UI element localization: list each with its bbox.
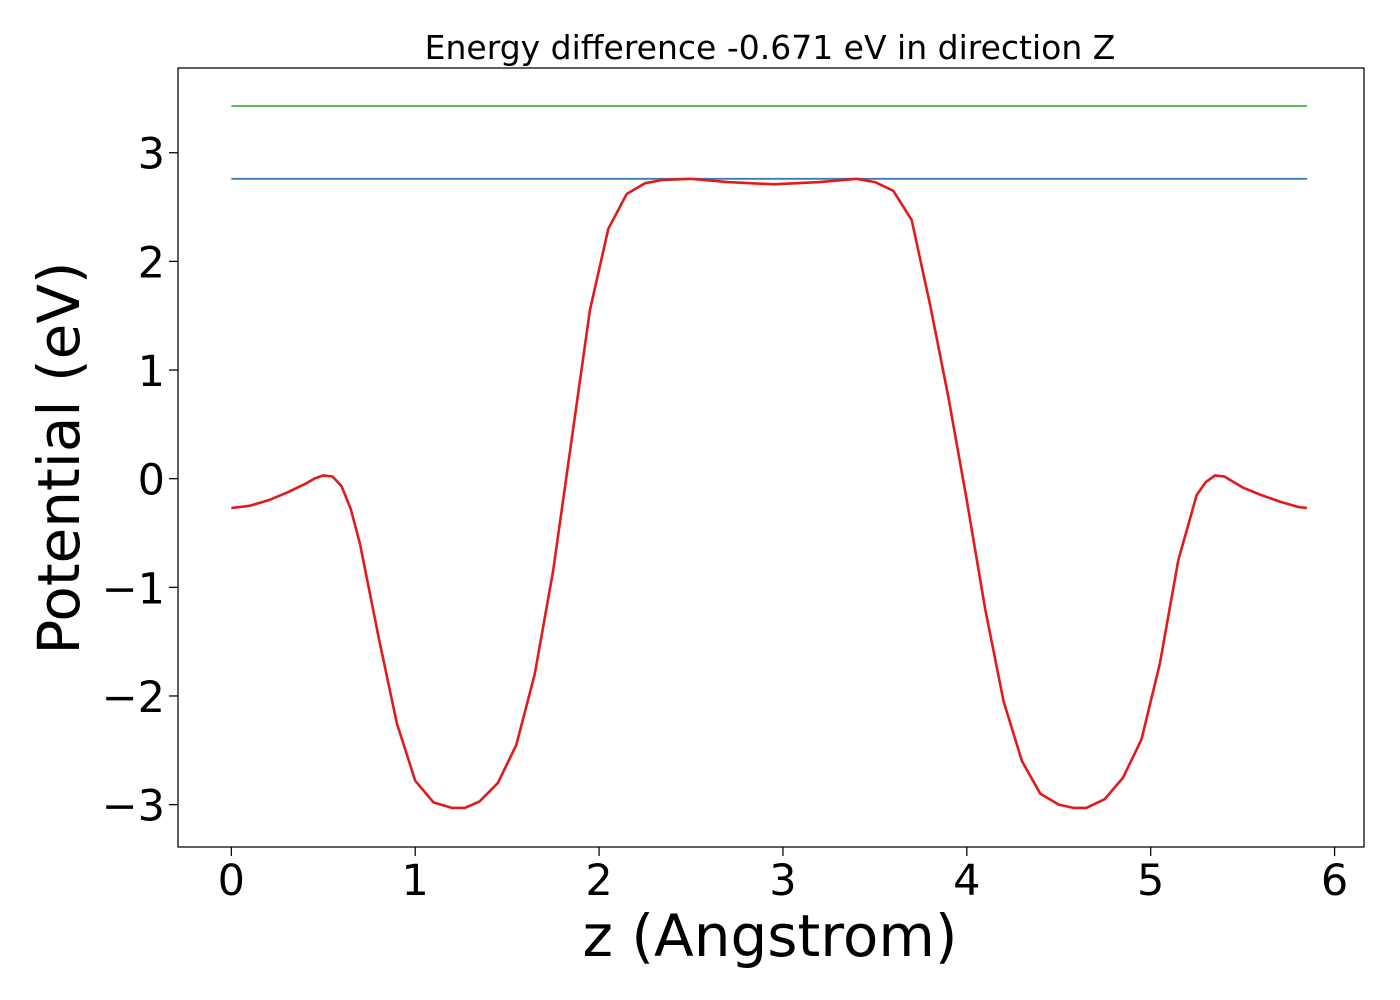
y-tick-label: −1 [102,564,165,614]
plot-frame [177,67,1365,848]
x-tick-label: 4 [953,856,980,906]
x-tick-label: 1 [402,856,429,906]
plot-area [231,105,1308,810]
x-tick-label: 5 [1137,856,1164,906]
y-tick-label: −3 [102,782,165,832]
x-axis-label: z (Angstrom) [583,902,958,970]
x-axis: 0 1 2 3 4 5 6 [218,847,1348,906]
x-tick-label: 0 [218,856,245,906]
x-tick-label: 3 [769,856,796,906]
y-tick-label: 3 [138,130,165,180]
y-tick-label: 1 [138,347,165,397]
y-axis-label: Potential (eV) [25,261,93,654]
y-tick-label: −2 [102,673,165,723]
y-tick-label: 0 [138,456,165,506]
x-tick-label: 6 [1321,856,1348,906]
potential-curve [231,177,1308,810]
chart-title: Energy difference -0.671 eV in direction… [425,28,1116,67]
y-axis: −3 −2 −1 0 1 2 3 [102,130,178,832]
y-tick-label: 2 [138,238,165,288]
x-tick-label: 2 [585,856,612,906]
